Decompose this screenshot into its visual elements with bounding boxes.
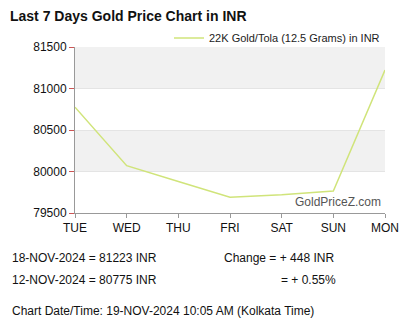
svg-text:81500: 81500 [33, 40, 67, 54]
svg-text:MON: MON [371, 221, 399, 235]
svg-text:18-NOV-2024 = 81223 INR: 18-NOV-2024 = 81223 INR [12, 251, 157, 265]
svg-text:TUE: TUE [63, 221, 87, 235]
svg-text:80000: 80000 [33, 165, 67, 179]
svg-text:WED: WED [113, 221, 141, 235]
svg-text:80500: 80500 [33, 123, 67, 137]
svg-text:= + 0.55%: = + 0.55% [281, 273, 336, 287]
svg-text:79500: 79500 [33, 206, 67, 220]
svg-text:GoldPriceZ.com: GoldPriceZ.com [295, 195, 381, 209]
svg-text:81000: 81000 [33, 82, 67, 96]
svg-text:12-NOV-2024 = 80775 INR: 12-NOV-2024 = 80775 INR [12, 273, 157, 287]
svg-text:Change = + 448 INR: Change = + 448 INR [224, 251, 334, 265]
svg-text:SAT: SAT [270, 221, 293, 235]
svg-text:22K Gold/Tola (12.5 Grams) in: 22K Gold/Tola (12.5 Grams) in INR [209, 32, 380, 44]
svg-text:Last 7 Days Gold Price Chart i: Last 7 Days Gold Price Chart in INR [10, 8, 247, 24]
svg-text:Chart Date/Time: 19-NOV-2024 1: Chart Date/Time: 19-NOV-2024 10:05 AM (K… [12, 304, 314, 318]
svg-text:FRI: FRI [220, 221, 239, 235]
svg-text:THU: THU [166, 221, 191, 235]
svg-text:SUN: SUN [321, 221, 346, 235]
